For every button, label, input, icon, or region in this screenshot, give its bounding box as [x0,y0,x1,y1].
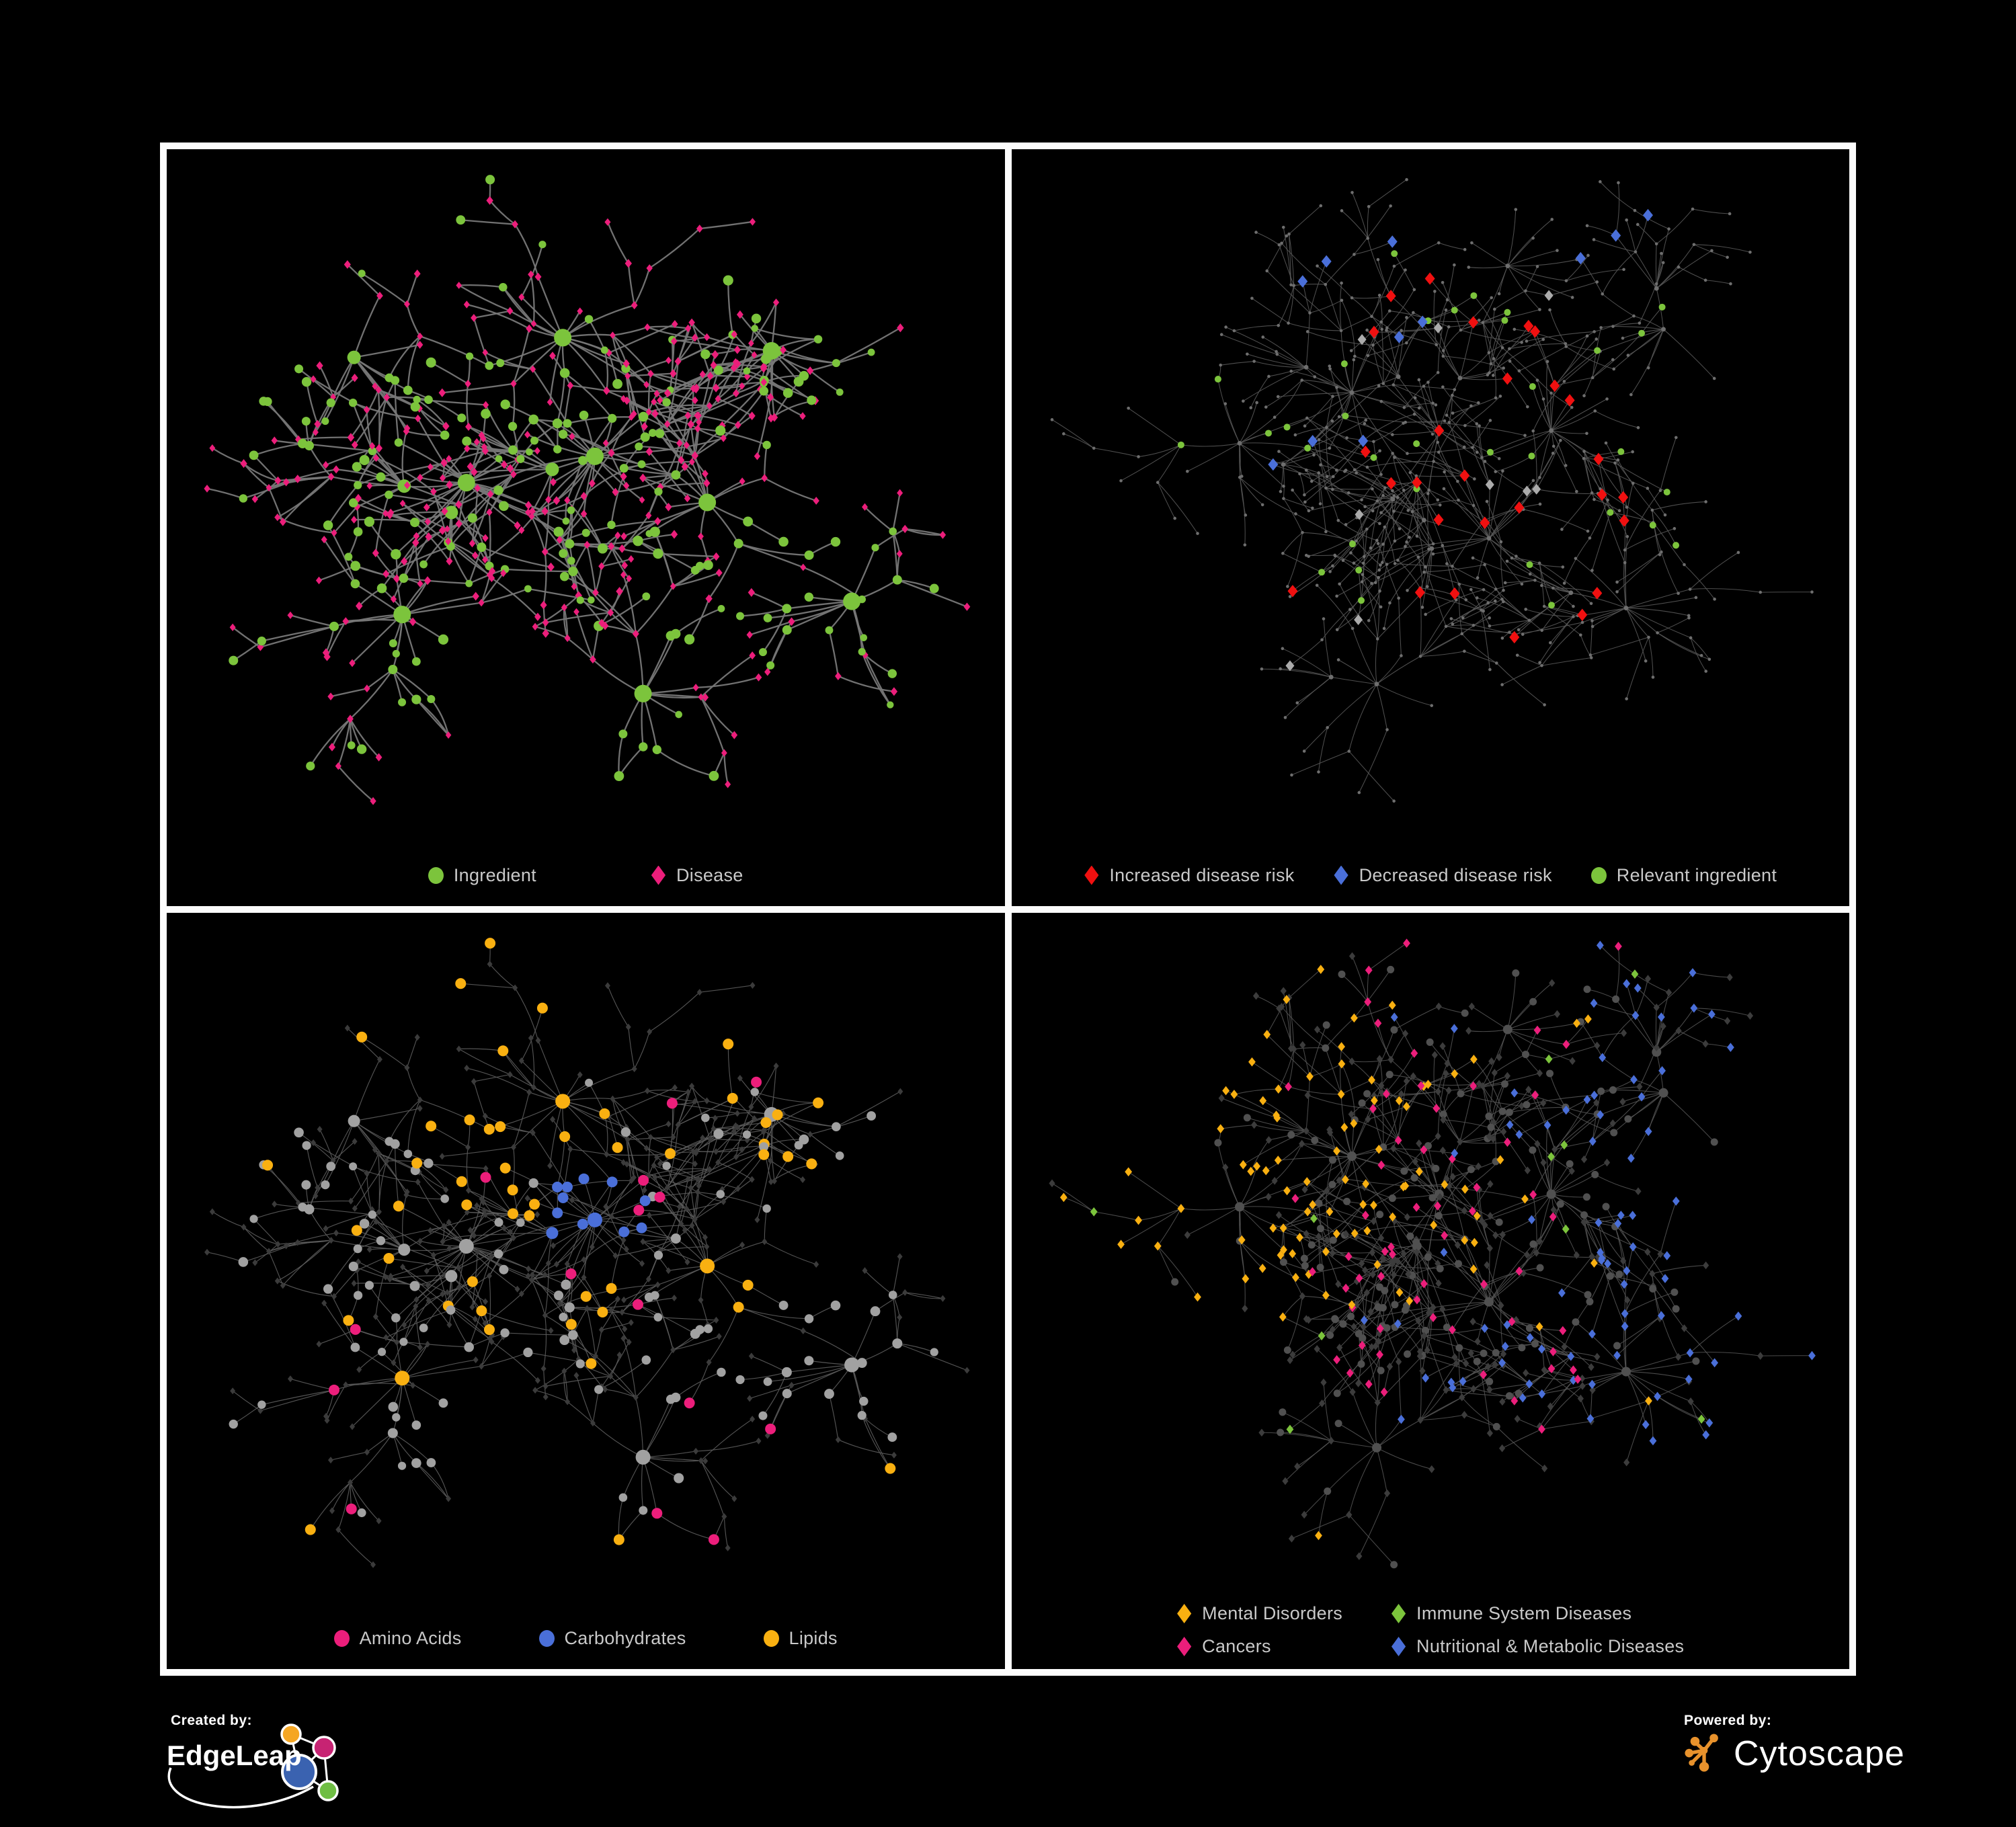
diamond-swatch-icon [1334,865,1348,885]
legend-item-amino-acids: Amino Acids [333,1628,462,1649]
panel-divider-horizontal-2 [1011,905,1849,913]
panel-disease-risk: Increased disease risk Decreased disease … [1011,149,1850,906]
panel-ingredient-disease: Ingredient Disease [167,149,1005,906]
legend-item-ingredient: Ingredient [428,865,536,886]
panel-divider-center [1004,905,1012,913]
edgeleap-node-magenta [312,1736,336,1760]
diamond-swatch-icon [651,865,666,885]
edgeleap-node-blue [281,1754,317,1790]
legend-item-nutritional-metabolic-diseases: Nutritional & Metabolic Diseases [1391,1636,1684,1657]
legend-item-increased-disease-risk: Increased disease risk [1084,865,1294,886]
legend-label: Lipids [789,1628,838,1648]
edgeleap-logo [167,1723,339,1809]
circle-swatch-icon [1590,866,1607,884]
legend-label: Increased disease risk [1109,864,1295,885]
legend-label: Decreased disease risk [1359,864,1552,885]
legend-item-decreased-disease-risk: Decreased disease risk [1334,865,1552,886]
figure-frame: Ingredient Disease Increased disease risk… [160,143,1856,1676]
created-by-label: Created by: [171,1713,253,1728]
network-graph-disease-risk [1050,177,1814,803]
legend-nutrient-classes: Amino Acids Carbohydrates Lipids [167,1628,1005,1649]
legend-label: Amino Acids [359,1628,462,1648]
circle-swatch-icon [428,866,444,884]
circle-swatch-icon [333,1630,350,1647]
circle-swatch-icon [763,1630,779,1647]
legend-label: Disease [676,864,743,885]
panel-divider-vertical [1004,149,1012,906]
legend-label: Immune System Diseases [1416,1603,1632,1623]
legend-item-lipids: Lipids [763,1628,838,1649]
legend-label: Nutritional & Metabolic Diseases [1416,1636,1685,1656]
legend-label: Carbohydrates [564,1628,686,1648]
diamond-swatch-icon [1391,1637,1406,1656]
legend-label: Relevant ingredient [1616,864,1777,885]
legend-label: Cancers [1202,1636,1271,1656]
network-graph-disease-classes [1048,938,1816,1568]
legend-item-cancers: Cancers [1176,1636,1342,1657]
diamond-swatch-icon [1177,1604,1192,1623]
edgeleap-wordmark: EdgeLeap [167,1740,302,1771]
legend-disease-classes: Mental Disorders Immune System Diseases Ca… [1012,1603,1850,1657]
legend-item-immune-system-diseases: Immune System Diseases [1391,1603,1684,1624]
edgeleap-branding: Created by: EdgeLeap [161,1713,471,1827]
legend-item-disease: Disease [651,865,743,886]
legend-label: Ingredient [453,864,536,885]
circle-swatch-icon [538,1630,555,1647]
diamond-swatch-icon [1084,865,1099,885]
network-graph-nutrient-classes [204,937,970,1568]
diamond-swatch-icon [1177,1637,1192,1656]
legend-item-carbohydrates: Carbohydrates [538,1628,686,1649]
panel-nutrient-classes: Amino Acids Carbohydrates Lipids [167,912,1005,1669]
legend-item-relevant-ingredient: Relevant ingredient [1590,864,1777,886]
powered-by-label: Powered by: [1684,1713,1772,1728]
diamond-swatch-icon [1391,1604,1406,1623]
panel-disease-classes: Mental Disorders Immune System Diseases Ca… [1011,912,1850,1669]
cytoscape-logo [1685,1734,1718,1772]
edgeleap-node-orange [280,1723,302,1745]
cytoscape-branding: Powered by: Cytoscape [1684,1713,1966,1807]
network-graph-ingredient-disease [204,175,971,805]
legend-item-mental-disorders: Mental Disorders [1176,1603,1342,1624]
legend-disease-risk: Increased disease risk Decreased disease … [1012,865,1850,886]
panel-divider-horizontal [167,905,1005,913]
panel-divider-vertical-2 [1004,912,1012,1669]
cytoscape-wordmark: Cytoscape [1734,1734,1905,1773]
legend-label: Mental Disorders [1202,1603,1343,1623]
edgeleap-node-green [317,1780,339,1801]
legend-ingredient-disease: Ingredient Disease [167,865,1005,886]
